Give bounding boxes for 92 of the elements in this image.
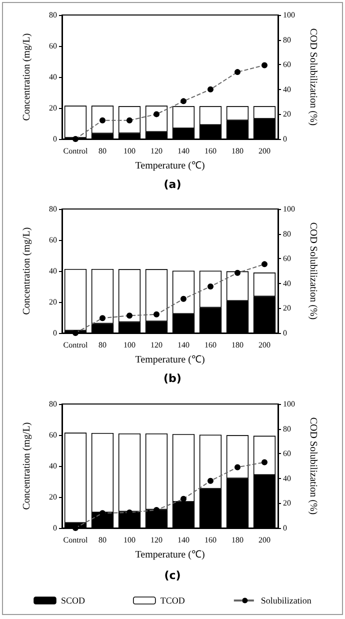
- text: (b): [164, 372, 182, 385]
- y2-tick-label: 20: [283, 304, 291, 313]
- y-tick-label: 80: [49, 400, 57, 408]
- point: [72, 330, 78, 336]
- point: [180, 296, 186, 302]
- y2-tick-label: 60: [283, 449, 291, 458]
- point: [100, 117, 106, 124]
- y-tick-label: 60: [49, 42, 57, 50]
- y2-tick-label: 80: [283, 35, 291, 44]
- x-tick-label: 180: [232, 146, 244, 156]
- y-tick-label: 20: [49, 492, 57, 502]
- x-tick-label: 200: [258, 146, 270, 156]
- y2-tick-label: 60: [283, 254, 291, 264]
- point: [234, 270, 240, 276]
- x-tick-label: 120: [150, 536, 162, 544]
- x-tick-label: 200: [258, 536, 270, 544]
- point: [126, 117, 132, 124]
- point: [262, 459, 268, 466]
- y-tick-label: 40: [49, 266, 57, 276]
- y2-tick-label: 0: [283, 328, 287, 338]
- text: (a): [164, 178, 182, 191]
- y2-tick-label: 100: [283, 10, 295, 20]
- y2-tick-label: 100: [283, 400, 295, 408]
- legend-label: TCOD: [160, 596, 186, 606]
- x-tick-label: Control: [63, 340, 88, 350]
- y2-tick-label: 80: [283, 229, 291, 238]
- x-tick-label: Control: [63, 536, 88, 544]
- point: [154, 311, 160, 318]
- point: [262, 261, 268, 268]
- x-tick-label: 80: [98, 536, 106, 544]
- y2-tick-label: 20: [283, 498, 291, 508]
- y2-tick-label: 0: [283, 524, 287, 532]
- y-axis-title: Concentration (mg/L): [22, 422, 32, 510]
- x-tick-label: 140: [178, 536, 190, 544]
- y-tick-label: 20: [49, 298, 57, 306]
- x-tick-label: 180: [232, 340, 244, 350]
- x-tick-label: 160: [204, 146, 216, 156]
- point: [100, 315, 106, 322]
- point: [154, 111, 160, 118]
- x-tick-label: 160: [204, 536, 216, 544]
- x-axis-title: Temperature (℃): [135, 354, 205, 366]
- point: [234, 464, 240, 470]
- y2-axis-title: COD Solubilization (%): [308, 222, 318, 320]
- point: [262, 62, 268, 68]
- x-axis-title: Temperature (℃): [135, 550, 205, 560]
- text: (c): [164, 569, 181, 582]
- x-tick-label: 140: [178, 340, 190, 350]
- y-axis-title: Concentration (mg/L): [22, 33, 32, 121]
- x-tick-label: 100: [124, 146, 136, 156]
- y-tick-label: 60: [49, 236, 57, 244]
- point: [234, 69, 240, 76]
- legend-label: Solubilization: [260, 596, 312, 606]
- x-tick-label: 80: [98, 146, 106, 156]
- x-tick-label: Control: [63, 146, 88, 156]
- y-tick-label: 0: [53, 328, 57, 338]
- y2-axis-title: COD Solubilization (%): [308, 28, 318, 126]
- y2-tick-label: 40: [283, 474, 291, 483]
- x-tick-label: 100: [124, 340, 136, 350]
- y2-axis-title: COD Solubilization (%): [308, 417, 318, 515]
- y2-tick-label: 20: [283, 110, 291, 119]
- y-tick-label: 40: [49, 72, 57, 82]
- y-tick-label: 40: [49, 462, 57, 470]
- x-axis-title: Temperature (℃): [135, 160, 205, 172]
- x-tick-label: 100: [124, 536, 136, 544]
- x-tick-label: 200: [258, 340, 270, 350]
- y2-tick-label: 60: [283, 60, 291, 70]
- y-axis-title: Concentration (mg/L): [22, 227, 32, 315]
- point: [180, 496, 186, 502]
- y-tick-label: 80: [49, 204, 57, 214]
- point: [208, 284, 214, 290]
- legend-label: SCOD: [61, 596, 86, 606]
- x-tick-label: 80: [98, 340, 106, 350]
- y-tick-label: 80: [49, 10, 57, 20]
- y-tick-label: 0: [53, 134, 57, 144]
- x-tick-label: 120: [150, 146, 162, 156]
- point: [208, 86, 214, 92]
- x-tick-label: 140: [178, 146, 190, 156]
- y2-tick-label: 100: [283, 204, 295, 214]
- y-tick-label: 20: [49, 104, 57, 112]
- point: [126, 312, 132, 319]
- x-tick-label: 120: [150, 340, 162, 350]
- y2-tick-label: 0: [283, 134, 287, 144]
- y2-tick-label: 40: [283, 278, 291, 288]
- point: [208, 478, 214, 484]
- y2-tick-label: 40: [283, 84, 291, 94]
- point: [72, 136, 78, 142]
- y-tick-label: 0: [53, 524, 57, 532]
- y-tick-label: 60: [49, 430, 57, 440]
- y2-tick-label: 80: [283, 424, 291, 434]
- point: [180, 98, 186, 104]
- x-tick-label: 160: [204, 340, 216, 350]
- x-tick-label: 180: [232, 536, 244, 544]
